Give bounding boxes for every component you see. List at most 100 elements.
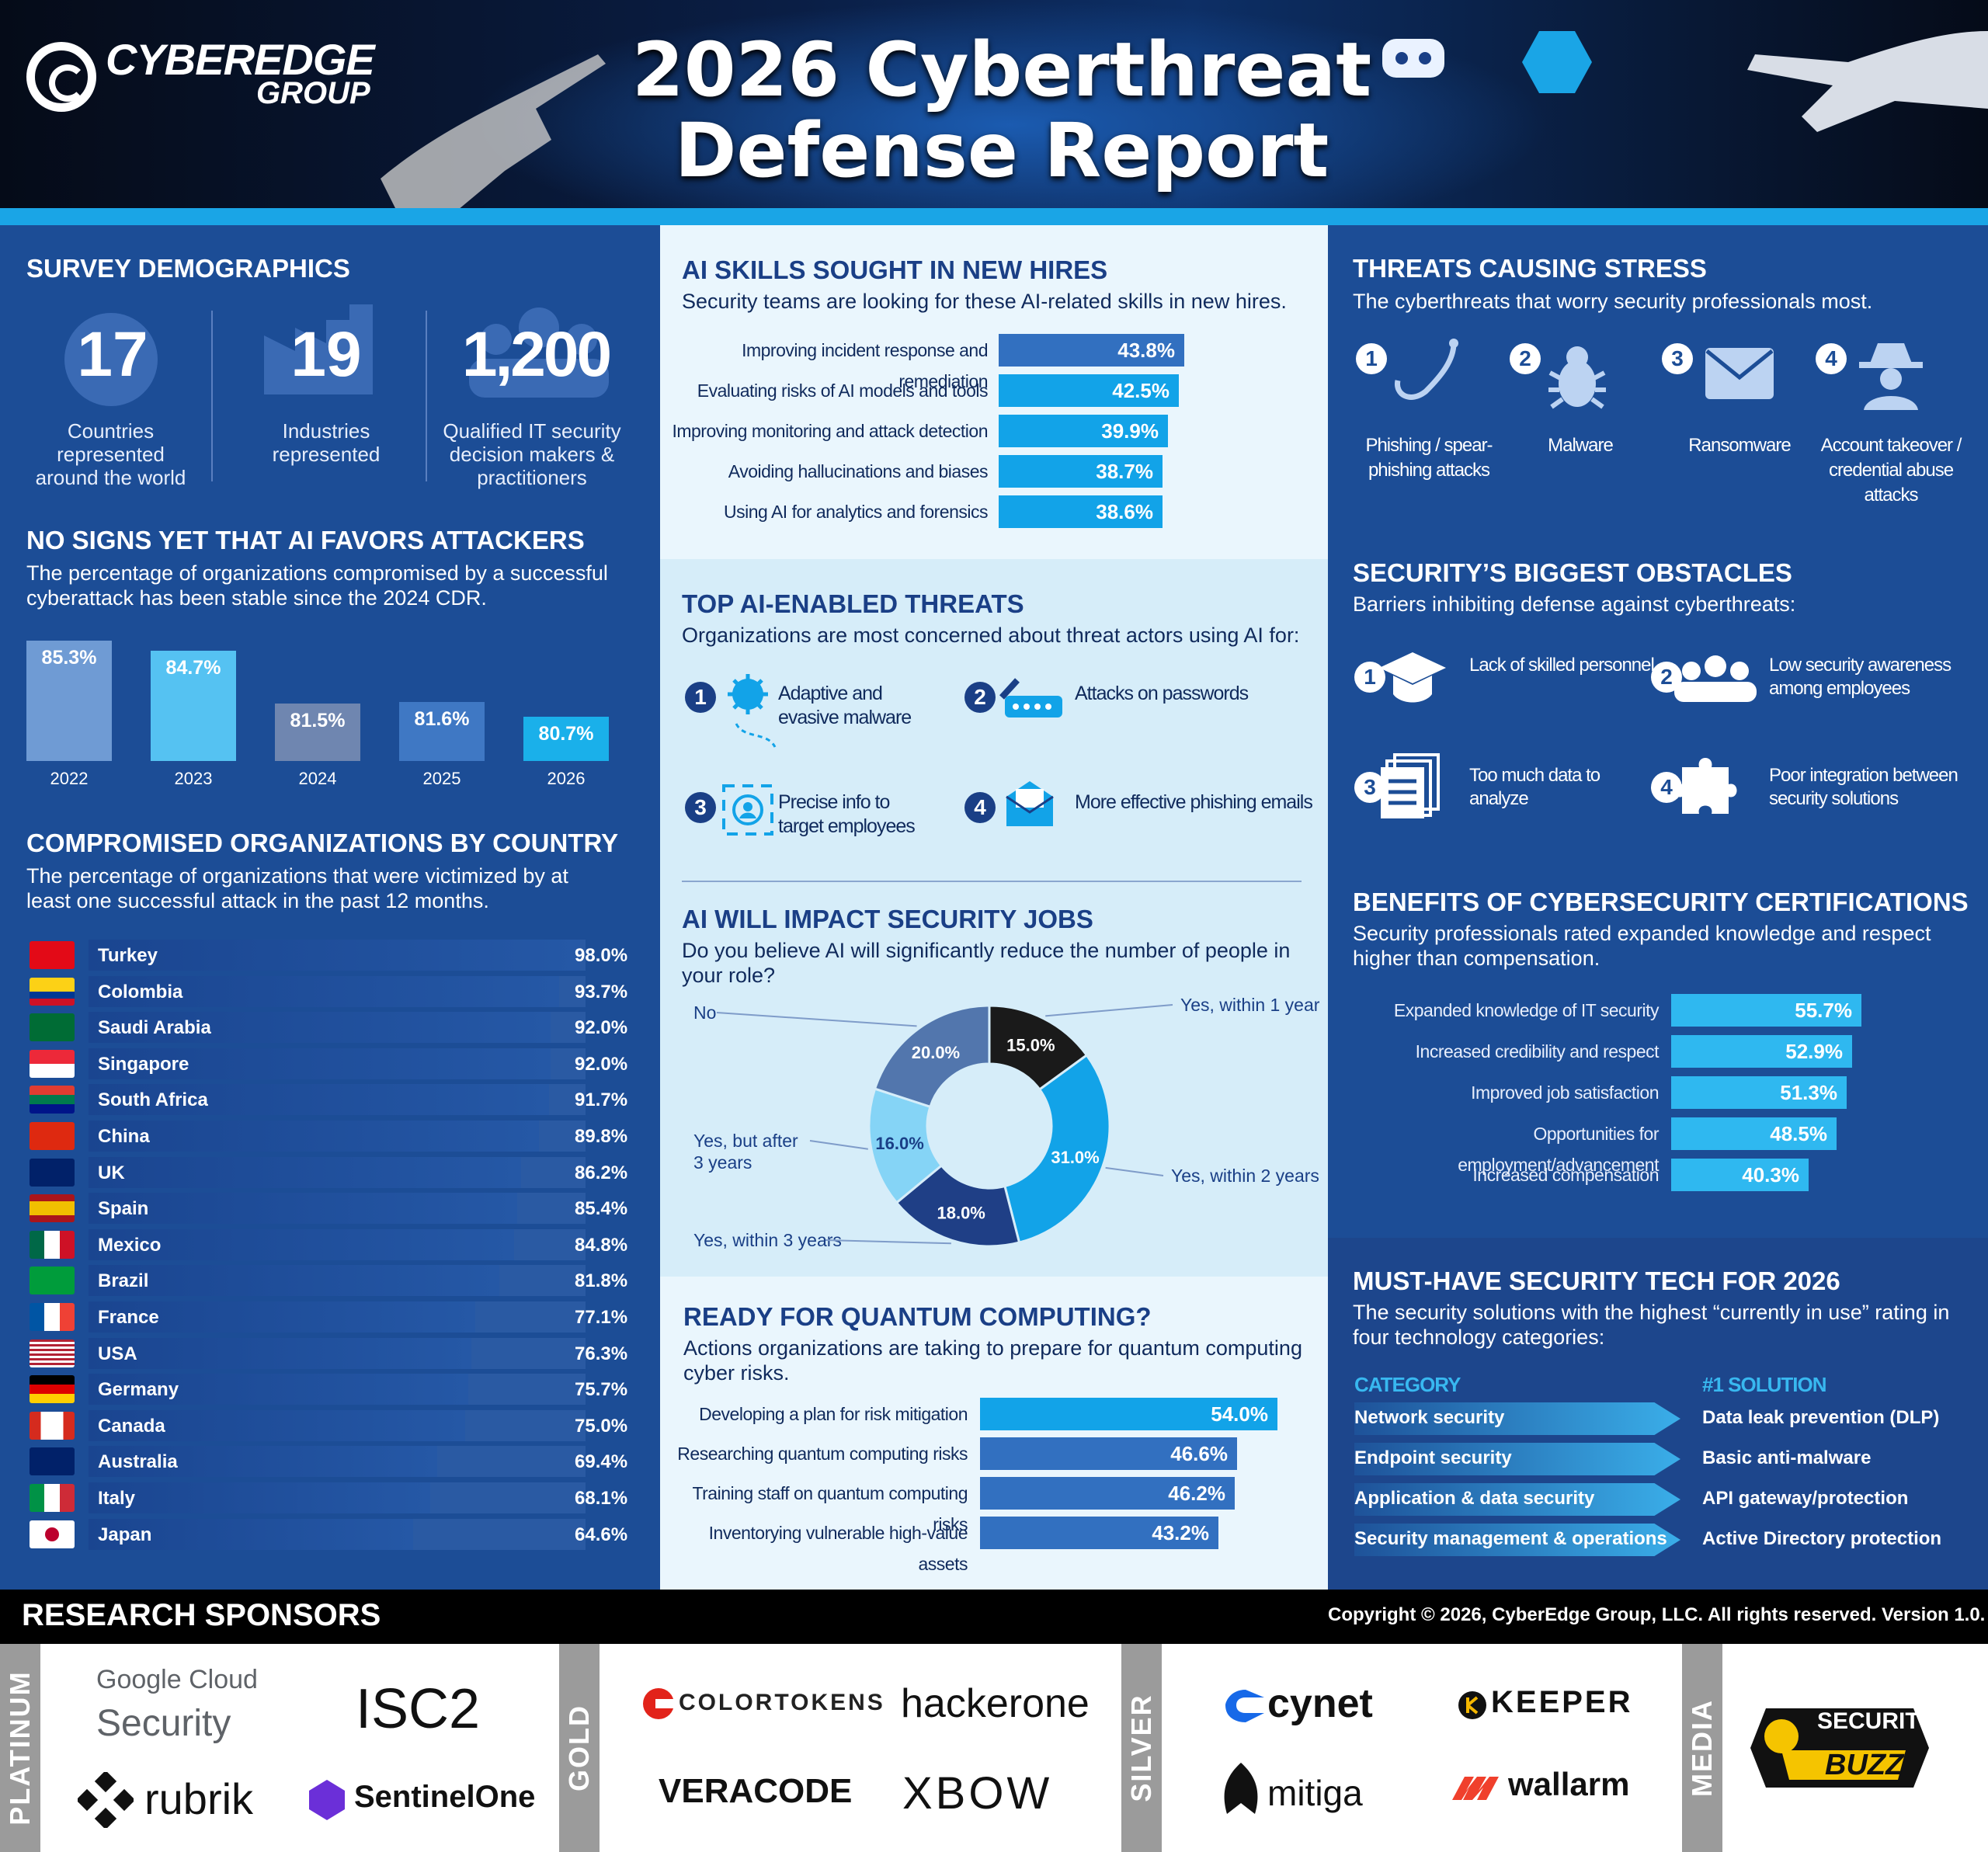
year-bar: 85.3% xyxy=(26,641,112,761)
country-flag-icon xyxy=(30,1267,75,1294)
country-bar xyxy=(89,1482,430,1513)
certs-bar-chart: Expanded knowledge of IT security 55.7% In… xyxy=(1328,994,1988,1204)
stress-number: 3 xyxy=(1662,343,1693,374)
obstacle-label: Too much data to analyze xyxy=(1469,765,1600,809)
donut-value-label: 20.0% xyxy=(912,1043,960,1062)
puzzle-icon xyxy=(1675,758,1737,814)
musthave-title: MUST-HAVE SECURITY TECH FOR 2026 xyxy=(1353,1267,1840,1295)
bar-value-label: 38.7% xyxy=(1096,460,1153,483)
musthave-table: Network security Data leak prevention (DL… xyxy=(1328,1398,1988,1569)
google-security-logo: Security xyxy=(96,1703,231,1744)
sponsors-title: RESEARCH SPONSORS xyxy=(22,1598,381,1632)
threats-stress-title: THREATS CAUSING STRESS xyxy=(1353,254,1707,283)
sentinelone-mark-icon xyxy=(309,1780,345,1820)
country-value: 85.4% xyxy=(575,1198,628,1219)
quantum-subtitle: Actions organizations are taking to prep… xyxy=(683,1336,1302,1385)
bar-category-label: Developing a plan for risk mitigation xyxy=(699,1404,968,1424)
country-value: 86.2% xyxy=(575,1162,628,1183)
country-flag-icon xyxy=(30,1086,75,1114)
country-flag-icon xyxy=(30,1339,75,1367)
country-flag-icon xyxy=(30,1159,75,1187)
country-flag-icon xyxy=(30,1050,75,1078)
country-row: Italy 68.1% xyxy=(30,1482,651,1513)
bar-category-label: Evaluating risks of AI models and tools xyxy=(697,380,989,401)
country-value: 92.0% xyxy=(575,1054,628,1075)
year-bar-label: 80.7% xyxy=(538,723,594,745)
robot-head-icon xyxy=(1382,39,1444,78)
musthave-arrow xyxy=(1354,1443,1680,1475)
ai-threat-label: Adaptive and evasive malware xyxy=(778,683,912,728)
google-cloud-logo: Google Cloud xyxy=(96,1665,258,1694)
obstacle-number: 1 xyxy=(1354,662,1385,693)
bar: 48.5% xyxy=(1671,1117,1837,1150)
header-banner: CYBEREDGE GROUP 2026 Cyberthreat Defense… xyxy=(0,0,1988,208)
obstacle-label: Lack of skilled personnel xyxy=(1469,655,1655,676)
country-name: Colombia xyxy=(98,982,183,1002)
bar: 55.7% xyxy=(1671,994,1861,1027)
bar-category-label: Opportunities for employment/advancement xyxy=(1458,1124,1659,1175)
country-bar xyxy=(89,1157,521,1188)
musthave-category: Network security xyxy=(1354,1407,1505,1428)
ai-threat-number: 4 xyxy=(964,792,996,823)
bar-value-label: 55.7% xyxy=(1795,999,1852,1022)
stat-countries-value: 17 xyxy=(77,319,148,390)
musthave-arrow xyxy=(1354,1402,1680,1435)
country-row: France 77.1% xyxy=(30,1301,651,1333)
header-glow xyxy=(466,0,1553,208)
bar-value-label: 51.3% xyxy=(1780,1081,1837,1104)
obstacle-number: 2 xyxy=(1651,662,1682,693)
hook-icon xyxy=(1395,339,1458,400)
country-bar xyxy=(89,1338,471,1369)
bar-value-label: 52.9% xyxy=(1785,1040,1843,1063)
musthave-subtitle: The security solutions with the highest … xyxy=(1353,1301,1950,1349)
bar: 39.9% xyxy=(999,415,1168,447)
human-hand-icon xyxy=(381,54,606,208)
cynet-logo: cynet xyxy=(1267,1681,1373,1726)
obstacle-label: Low security awareness among employees xyxy=(1769,655,1952,699)
bar-value-label: 43.2% xyxy=(1152,1521,1209,1544)
musthave-solution: Basic anti-malware xyxy=(1702,1447,1872,1468)
country-value: 81.8% xyxy=(575,1270,628,1291)
country-name: Brazil xyxy=(98,1270,149,1291)
rubrik-logo: rubrik xyxy=(144,1774,254,1823)
country-flag-icon xyxy=(30,1013,75,1041)
security-buzz-logo-top: SECURITY xyxy=(1817,1708,1935,1734)
bar-category-label: Increased credibility and respect xyxy=(1415,1041,1660,1062)
wallarm-mark-icon xyxy=(1452,1777,1499,1800)
bar: 54.0% xyxy=(980,1398,1277,1430)
country-name: UK xyxy=(98,1162,125,1183)
mitiga-logo: mitiga xyxy=(1267,1773,1363,1813)
ai-threat-label: More effective phishing emails xyxy=(1075,791,1313,813)
mitiga-mark-icon xyxy=(1224,1763,1258,1814)
country-row: Mexico 84.8% xyxy=(30,1229,651,1260)
country-bar xyxy=(89,976,559,1007)
donut-category-label: Yes, within 1 year xyxy=(1180,995,1320,1015)
ai-threat-number: 3 xyxy=(685,792,716,823)
email-icon xyxy=(1006,781,1054,826)
header-stripe xyxy=(0,208,1988,225)
ai-threat-label: Precise info to target employees xyxy=(778,791,916,837)
bar-category-label: Improved job satisfaction xyxy=(1471,1082,1659,1103)
musthave-category: Security management & operations xyxy=(1354,1528,1667,1549)
donut-slice xyxy=(867,1087,944,1204)
country-value: 68.1% xyxy=(575,1488,628,1509)
country-value: 75.0% xyxy=(575,1416,628,1437)
obstacles-subtitle: Barriers inhibiting defense against cybe… xyxy=(1353,592,1796,616)
quantum-bar-chart: Developing a plan for risk mitigation 54.… xyxy=(660,1398,1328,1574)
country-flag-icon xyxy=(30,1122,75,1150)
country-name: South Africa xyxy=(98,1089,208,1110)
bar: 38.6% xyxy=(999,495,1163,528)
stress-number: 1 xyxy=(1356,343,1387,374)
ai-jobs-title: AI WILL IMPACT SECURITY JOBS xyxy=(682,905,1093,933)
country-flag-icon xyxy=(30,1231,75,1259)
divider xyxy=(211,311,213,481)
ai-skills-panel xyxy=(660,225,1328,559)
country-bar xyxy=(89,1374,468,1405)
envelope-icon xyxy=(1705,348,1774,399)
security-buzz-logo-bottom: BUZZ xyxy=(1825,1749,1904,1781)
country-row: Spain 85.4% xyxy=(30,1193,651,1224)
country-flag-icon xyxy=(30,1194,75,1222)
ai-jobs-donut-chart: 15.0% Yes, within 1 year 31.0% Yes, within … xyxy=(693,995,1320,1250)
year-bar-label: 81.6% xyxy=(414,708,470,730)
bar-category-label: Increased compensation xyxy=(1472,1165,1659,1185)
